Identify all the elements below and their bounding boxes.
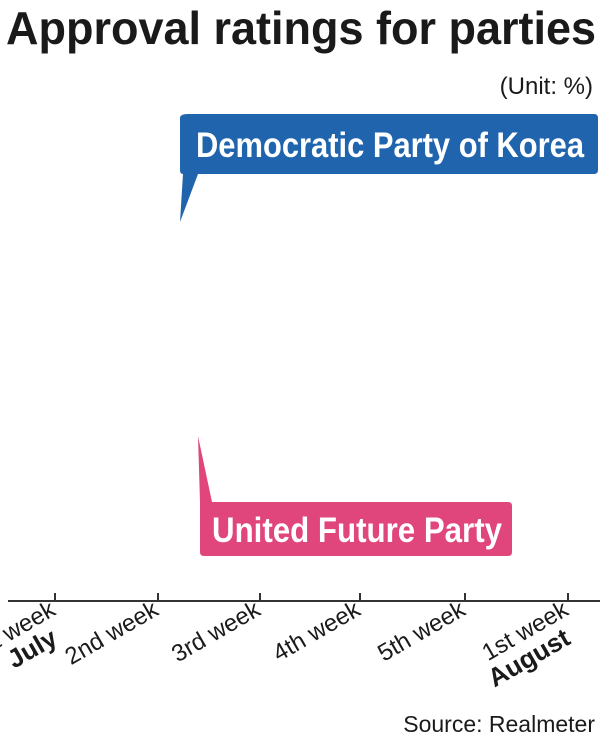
x-tick-label: 4th week xyxy=(268,595,366,667)
chart-title: Approval ratings for parties xyxy=(6,2,596,54)
x-tick-label: 2nd week xyxy=(61,595,164,670)
democratic-callout: Democratic Party of Korea xyxy=(180,114,598,222)
unit-label: (Unit: %) xyxy=(500,73,593,100)
source-note: Source: Realmeter xyxy=(403,711,595,737)
united-callout-banner xyxy=(198,436,512,556)
x-tick-label: 5th week xyxy=(373,595,471,667)
democratic-callout-banner xyxy=(180,114,598,222)
x-tick-label: 3rd week xyxy=(167,595,266,668)
united-series-label: United Future Party xyxy=(212,511,502,550)
democratic-series-label: Democratic Party of Korea xyxy=(196,126,584,165)
united-callout: United Future Party xyxy=(198,436,512,556)
